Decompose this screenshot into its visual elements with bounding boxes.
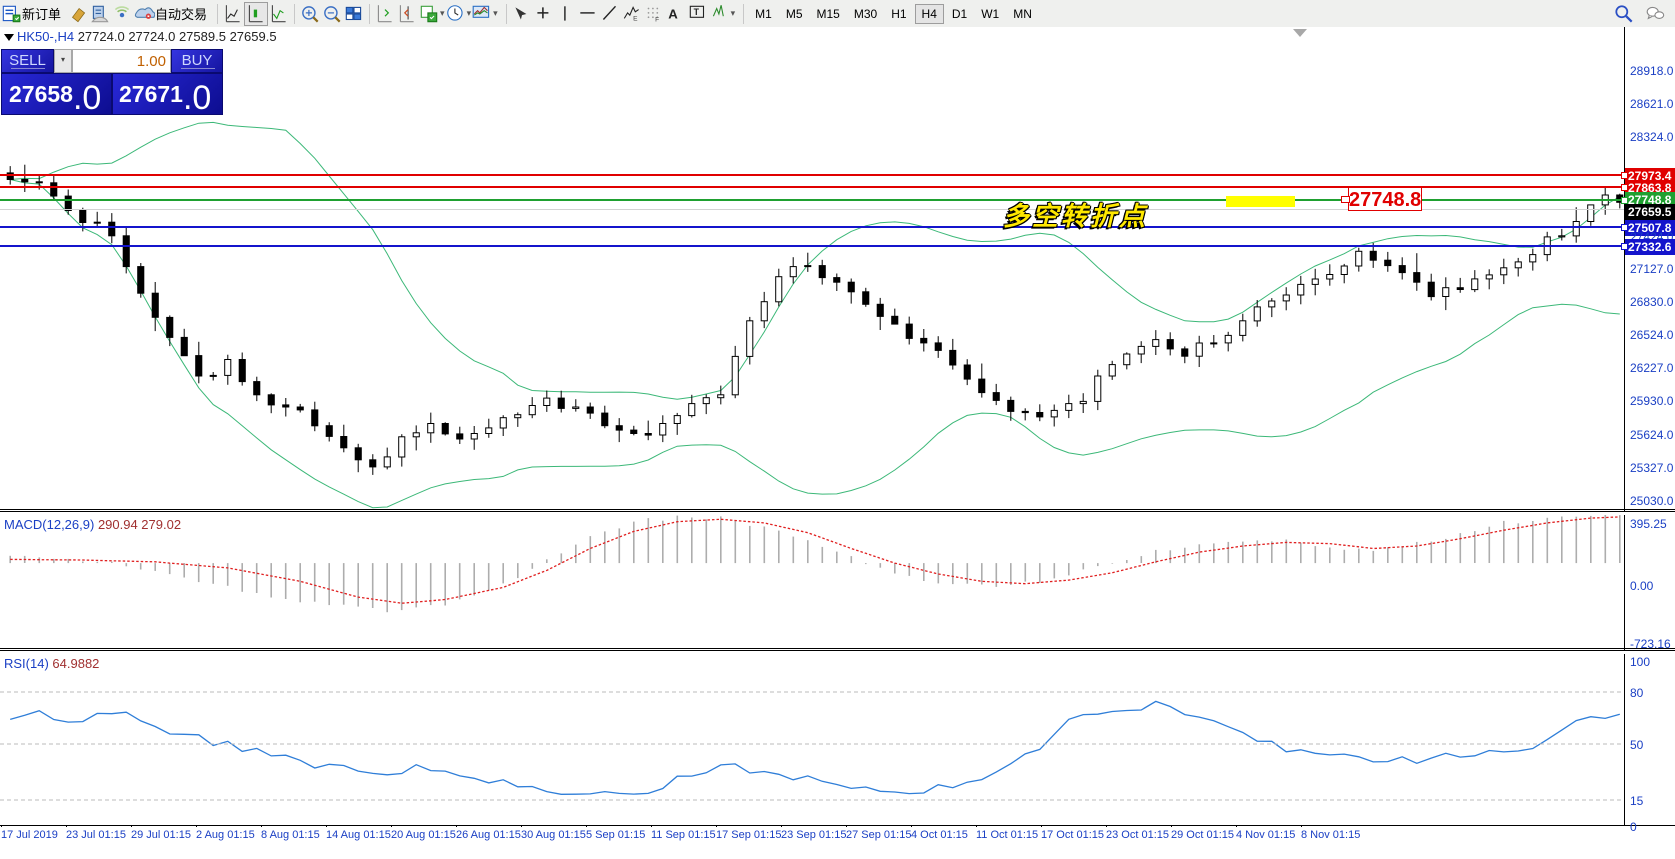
svg-text:T: T <box>693 7 699 17</box>
svg-text:E: E <box>633 15 638 22</box>
svg-text:A: A <box>668 6 678 21</box>
svg-text:F: F <box>655 16 659 23</box>
